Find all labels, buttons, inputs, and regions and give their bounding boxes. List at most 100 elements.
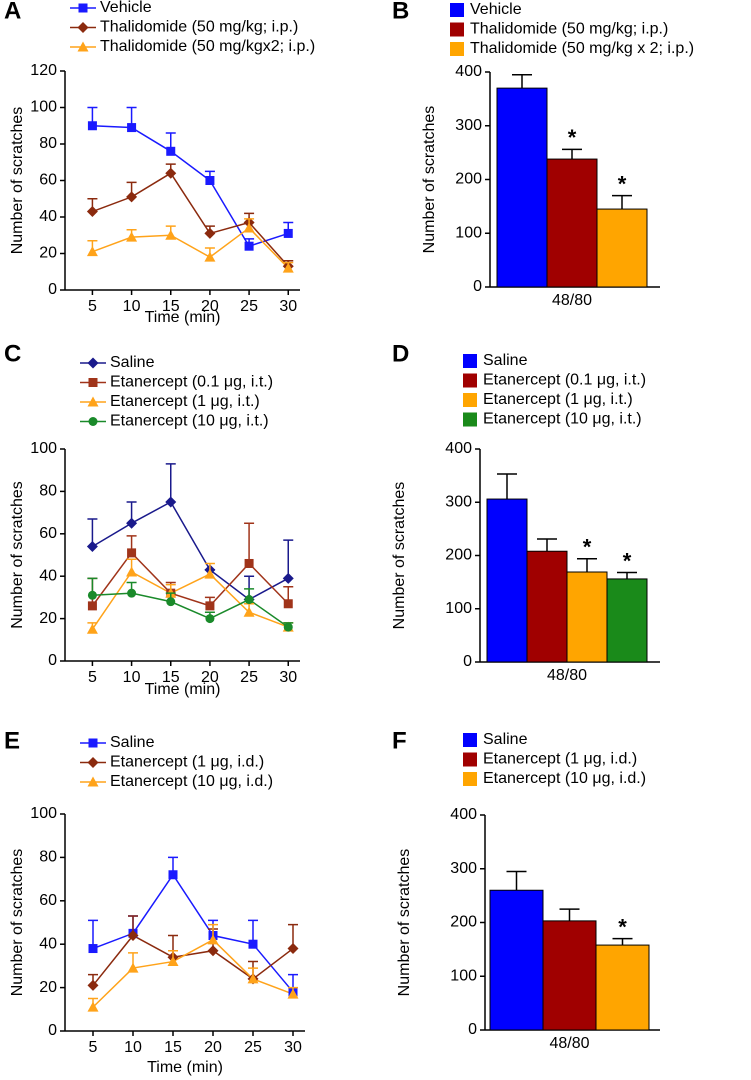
legend-swatch: [463, 373, 477, 388]
legend-label: Etanercept (0.1 μg, i.t.): [110, 374, 273, 391]
data-point: [168, 870, 178, 880]
x-tick-label: 5: [88, 669, 97, 686]
series-line: [92, 938, 294, 1008]
legend-label: Saline: [110, 734, 155, 751]
error-bar: [165, 463, 176, 502]
y-tick-label: 0: [463, 653, 472, 670]
y-tick-label: 300: [445, 493, 472, 510]
x-tick-label: 30: [284, 1039, 302, 1056]
y-tick-label: 0: [48, 281, 57, 298]
x-tick-label: 25: [244, 1039, 262, 1056]
panel-label: E: [4, 727, 20, 754]
legend-swatch: [450, 42, 464, 56]
series-line: [92, 500, 289, 601]
y-tick-label: 80: [39, 849, 57, 866]
x-tick-label: 15: [162, 298, 180, 315]
y-axis-label: Number of scratches: [9, 481, 26, 629]
data-point: [127, 548, 137, 558]
y-tick-label: 100: [445, 600, 472, 617]
legend-label: Vehicle: [100, 0, 152, 16]
y-tick-label: 40: [39, 935, 57, 952]
series-line: [92, 873, 294, 993]
legend-swatch: [463, 752, 477, 767]
data-point: [87, 121, 97, 131]
data-point: [244, 241, 254, 251]
data-point: [282, 572, 294, 584]
data-point: [87, 590, 97, 600]
legend-label: Thalidomide (50 mg/kgx2; i.p.): [100, 38, 315, 55]
x-tick-label: 20: [201, 298, 219, 315]
data-point: [165, 167, 177, 179]
data-point: [88, 944, 98, 954]
series-line: [92, 125, 289, 248]
data-point: [87, 1001, 99, 1012]
error-bar: [617, 571, 637, 579]
data-point: [165, 496, 177, 508]
bar: [486, 498, 528, 663]
data-point: [243, 222, 255, 233]
series-line: [92, 226, 289, 269]
y-tick-label: 100: [455, 224, 482, 241]
x-tick-label: 10: [123, 298, 141, 315]
y-tick-label: 20: [39, 245, 57, 262]
legend-label: Thalidomide (50 mg/kg; i.p.): [100, 19, 298, 36]
data-point: [165, 229, 177, 240]
legend-label: Vehicle: [470, 1, 522, 18]
y-tick-label: 200: [445, 547, 472, 564]
series-line: [91, 551, 289, 607]
y-tick-label: 120: [30, 62, 57, 79]
significance-mark: *: [583, 535, 592, 560]
data-point: [167, 956, 179, 967]
data-point: [204, 227, 216, 239]
x-axis-label: Time (min): [145, 309, 221, 326]
x-tick-label: 15: [162, 669, 180, 686]
x-tick-label: 20: [204, 1039, 222, 1056]
y-tick-label: 60: [39, 525, 57, 542]
y-axis-label: Number of scratches: [9, 107, 26, 255]
y-tick-label: 100: [30, 440, 57, 457]
x-tick-label: 20: [201, 669, 219, 686]
bar: [496, 87, 548, 288]
panel-label: B: [392, 0, 409, 24]
panel-label: A: [4, 0, 21, 24]
significance-mark: *: [618, 914, 627, 939]
legend-label: Thalidomide (50 mg/kg x 2; i.p.): [470, 40, 694, 57]
error-bar: [506, 870, 527, 891]
data-point: [283, 599, 293, 609]
legend-swatch: [463, 733, 477, 747]
data-point: [205, 601, 215, 611]
x-tick-label: 5: [88, 298, 97, 315]
panel-label: F: [392, 727, 407, 754]
y-tick-label: 20: [39, 610, 57, 627]
data-point: [248, 939, 258, 949]
legend-swatch: [450, 3, 464, 17]
bar: [596, 208, 648, 288]
bar: [546, 158, 598, 288]
x-tick-label: 10: [124, 1039, 142, 1056]
legend-swatch: [463, 393, 477, 407]
data-point: [166, 597, 176, 607]
legend-marker: [88, 378, 98, 387]
bar: [595, 944, 650, 1031]
y-tick-label: 100: [450, 967, 477, 984]
error-bar: [612, 194, 632, 210]
data-point: [207, 945, 219, 957]
legend-marker: [77, 41, 89, 52]
data-point: [127, 962, 139, 973]
legend-swatch: [463, 772, 477, 786]
error-bar: [244, 522, 255, 564]
data-point: [244, 558, 254, 568]
error-bar: [283, 539, 294, 579]
bar: [606, 578, 648, 663]
data-point: [287, 943, 299, 955]
panel-label: C: [4, 340, 21, 367]
data-point: [127, 588, 137, 598]
significance-mark: *: [623, 548, 632, 573]
bar: [566, 571, 608, 663]
y-tick-label: 40: [39, 208, 57, 225]
y-tick-label: 300: [450, 860, 477, 877]
legend-marker: [78, 3, 88, 13]
y-axis-label: Number of scratches: [391, 482, 408, 630]
data-point: [205, 176, 215, 185]
y-tick-label: 0: [473, 278, 482, 295]
